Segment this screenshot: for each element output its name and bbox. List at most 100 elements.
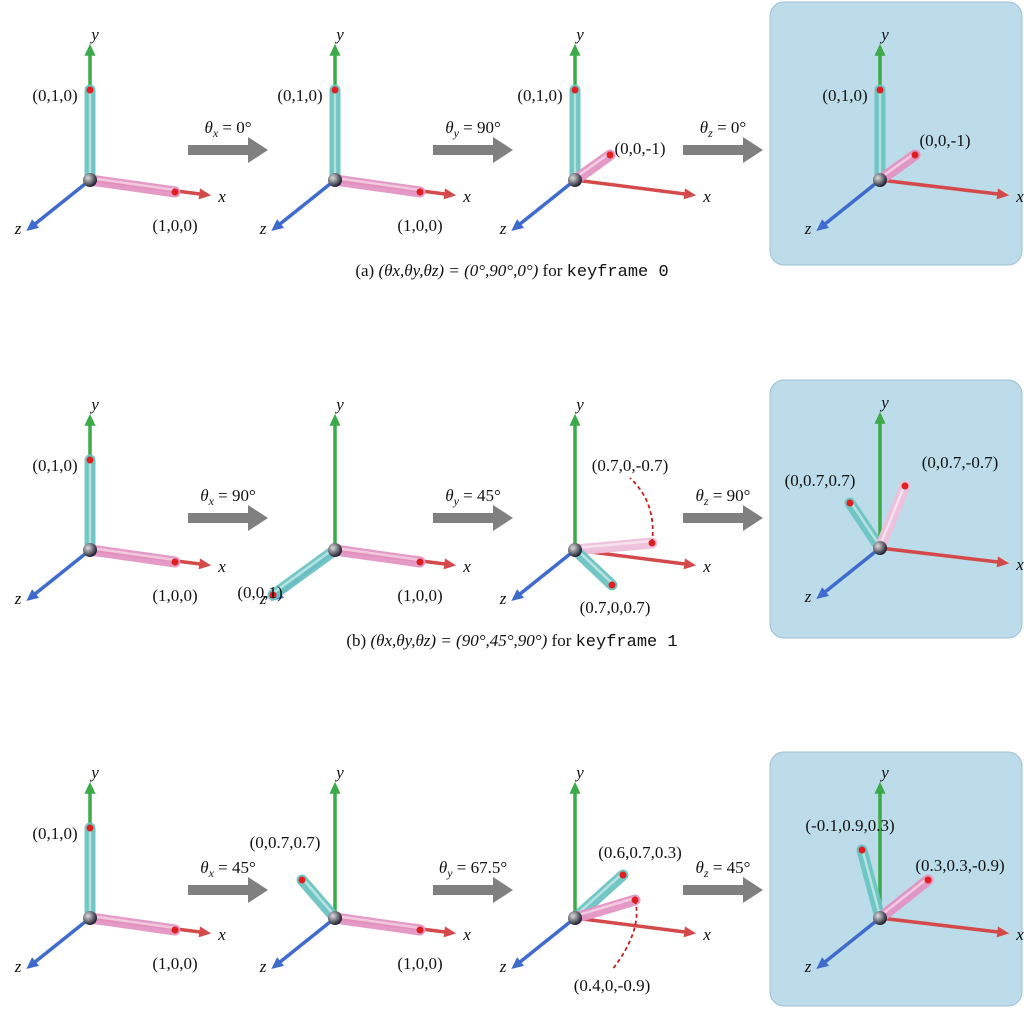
axis	[280, 918, 335, 962]
point-label: (-0.1,0.9,0.3)	[805, 816, 894, 835]
transition-arrow	[683, 513, 745, 523]
axis	[35, 550, 90, 594]
axis	[520, 180, 575, 224]
axis-label: x	[1015, 555, 1024, 574]
transition-arrow-head	[493, 505, 513, 531]
axis-label: y	[89, 395, 99, 414]
axis-label: x	[217, 925, 226, 944]
point-dot	[87, 87, 94, 94]
axis-label: x	[1015, 187, 1024, 206]
axis-label: x	[217, 187, 226, 206]
point-label: (1,0,0)	[397, 954, 442, 973]
caption-text: for	[543, 261, 563, 280]
axis-arrowhead	[569, 44, 580, 56]
axis-label: x	[217, 557, 226, 576]
point-label: (0,1,0)	[822, 86, 867, 105]
axis-arrowhead	[199, 188, 212, 199]
cylinder	[335, 550, 420, 562]
point-label: (1,0,0)	[152, 216, 197, 235]
point-dot	[172, 559, 179, 566]
axis-label: x	[1015, 925, 1024, 944]
theta: θ	[200, 858, 208, 877]
axis-label: y	[89, 763, 99, 782]
cylinder-highlight	[302, 878, 335, 916]
point-label: (1,0,0)	[397, 586, 442, 605]
origin-ball	[873, 173, 887, 187]
origin-ball	[568, 543, 582, 557]
figure: y x z (0,1,0) (1,0,0) y x z (0,1,0) (1,0,0) y x z (0,…	[0, 0, 1024, 1009]
axis	[280, 180, 335, 224]
axis-label: y	[334, 763, 344, 782]
axis-label: y	[574, 25, 584, 44]
origin-ball	[83, 543, 97, 557]
transition-arrow-head	[743, 137, 763, 163]
point-label: (0.4,0,-0.9)	[574, 976, 650, 995]
axis-arrowhead	[199, 558, 212, 569]
point-label: (0,0,-1)	[615, 139, 666, 158]
transition-arrow	[433, 513, 495, 523]
origin-ball	[83, 173, 97, 187]
rotation-label: θx = 45°	[200, 858, 256, 880]
transition-arrow	[683, 145, 745, 155]
point-dot	[925, 877, 932, 884]
caption-label: (a)	[355, 261, 374, 280]
axis-arrowhead	[684, 926, 697, 937]
axis-arrowhead	[329, 782, 340, 794]
origin-ball	[873, 541, 887, 555]
point-label: (0,1,0)	[32, 824, 77, 843]
rotation-label: θy = 67.5°	[439, 858, 507, 880]
point-dot	[572, 87, 579, 94]
axis-label: z	[499, 957, 507, 976]
axis-label: y	[879, 393, 889, 412]
axis-label: x	[462, 557, 471, 576]
point-label: (0,1,0)	[277, 86, 322, 105]
axis-arrowhead	[684, 558, 697, 569]
theta-value: = 0°	[713, 118, 746, 137]
transition-arrow-head	[493, 137, 513, 163]
rotation-label: θz = 45°	[696, 858, 751, 880]
theta: θ	[439, 858, 447, 877]
theta: θ	[445, 118, 453, 137]
point-label: (1,0,0)	[152, 586, 197, 605]
point-label: (0,0.7,0.7)	[250, 833, 321, 852]
axis-label: x	[702, 925, 711, 944]
point-label: (0.6,0.7,0.3)	[598, 843, 682, 862]
axis-label: z	[14, 589, 22, 608]
caption-text: for	[552, 631, 572, 650]
axis-arrowhead	[444, 188, 457, 199]
transition-arrow	[188, 885, 250, 895]
origin-ball	[873, 911, 887, 925]
rotation-label: θx = 90°	[200, 486, 256, 508]
cylinder	[335, 918, 420, 930]
axis-label: x	[702, 557, 711, 576]
axis	[575, 918, 685, 932]
axis-label: z	[14, 219, 22, 238]
axis	[520, 550, 575, 594]
cylinder	[90, 180, 175, 192]
axis	[520, 918, 575, 962]
origin-ball	[328, 543, 342, 557]
origin-ball	[568, 173, 582, 187]
transition-arrow	[433, 145, 495, 155]
caption: (a) (θx,θy,θz) = (0°,90°,0°) for keyfram…	[355, 261, 668, 282]
transition-arrow-head	[743, 877, 763, 903]
point-dot	[902, 483, 909, 490]
point-dot	[877, 87, 884, 94]
theta-value: = 90°	[214, 486, 256, 505]
theta: θ	[204, 118, 212, 137]
point-dot	[620, 872, 627, 879]
axis-arrowhead	[444, 926, 457, 937]
axis-arrowhead	[329, 414, 340, 426]
cylinder	[90, 550, 175, 562]
theta-value: = 90°	[459, 118, 501, 137]
point-dot	[607, 152, 614, 159]
theta-value: = 45°	[709, 858, 751, 877]
point-label: (0,1,0)	[32, 456, 77, 475]
cylinder	[302, 880, 335, 918]
point-label: (0,1,0)	[517, 86, 562, 105]
axis-label: x	[462, 925, 471, 944]
origin-ball	[568, 911, 582, 925]
theta: θ	[696, 858, 704, 877]
theta-value: = 45°	[459, 486, 501, 505]
point-label: (0.7,0,-0.7)	[592, 456, 668, 475]
